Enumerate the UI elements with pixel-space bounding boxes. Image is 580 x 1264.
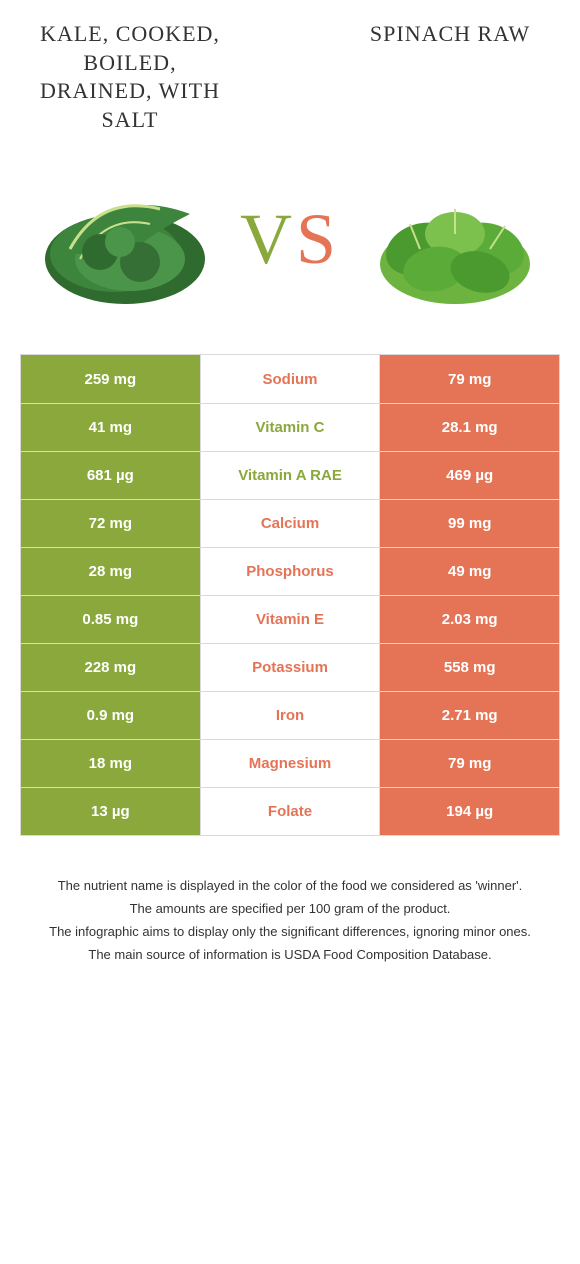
right-value: 99 mg bbox=[380, 500, 559, 547]
footer-line: The main source of information is USDA F… bbox=[30, 945, 550, 966]
right-value: 79 mg bbox=[380, 355, 559, 403]
table-row: 41 mgVitamin C28.1 mg bbox=[21, 403, 559, 451]
table-row: 18 mgMagnesium79 mg bbox=[21, 739, 559, 787]
infographic-page: Kale, cooked, boiled, drained, with salt… bbox=[0, 0, 580, 1008]
table-row: 681 µgVitamin A RAE469 µg bbox=[21, 451, 559, 499]
nutrient-label: Magnesium bbox=[201, 740, 381, 787]
left-value: 259 mg bbox=[21, 355, 201, 403]
footer-notes: The nutrient name is displayed in the co… bbox=[20, 876, 560, 965]
right-food-title-wrap: Spinach raw bbox=[350, 20, 550, 49]
nutrient-label: Sodium bbox=[201, 355, 381, 403]
left-value: 18 mg bbox=[21, 740, 201, 787]
right-food-title: Spinach raw bbox=[350, 20, 550, 49]
left-value: 0.85 mg bbox=[21, 596, 201, 643]
image-row: VS bbox=[20, 164, 560, 314]
right-value: 469 µg bbox=[380, 452, 559, 499]
left-value: 228 mg bbox=[21, 644, 201, 691]
left-value: 0.9 mg bbox=[21, 692, 201, 739]
table-row: 0.85 mgVitamin E2.03 mg bbox=[21, 595, 559, 643]
right-value: 2.71 mg bbox=[380, 692, 559, 739]
vs-letter-s: S bbox=[296, 199, 340, 279]
right-value: 558 mg bbox=[380, 644, 559, 691]
nutrient-label: Phosphorus bbox=[201, 548, 381, 595]
right-value: 2.03 mg bbox=[380, 596, 559, 643]
nutrient-table: 259 mgSodium79 mg41 mgVitamin C28.1 mg68… bbox=[20, 354, 560, 836]
nutrient-label: Vitamin A RAE bbox=[201, 452, 381, 499]
table-row: 72 mgCalcium99 mg bbox=[21, 499, 559, 547]
table-row: 228 mgPotassium558 mg bbox=[21, 643, 559, 691]
nutrient-label: Vitamin E bbox=[201, 596, 381, 643]
left-food-title: Kale, cooked, boiled, drained, with salt bbox=[30, 20, 230, 134]
nutrient-label: Potassium bbox=[201, 644, 381, 691]
kale-image bbox=[30, 164, 220, 314]
right-value: 79 mg bbox=[380, 740, 559, 787]
table-row: 0.9 mgIron2.71 mg bbox=[21, 691, 559, 739]
vs-label: VS bbox=[240, 198, 340, 281]
table-row: 13 µgFolate194 µg bbox=[21, 787, 559, 835]
spinach-image bbox=[360, 164, 550, 314]
nutrient-label: Iron bbox=[201, 692, 381, 739]
left-food-title-wrap: Kale, cooked, boiled, drained, with salt bbox=[30, 20, 230, 134]
table-row: 28 mgPhosphorus49 mg bbox=[21, 547, 559, 595]
footer-line: The amounts are specified per 100 gram o… bbox=[30, 899, 550, 920]
left-value: 28 mg bbox=[21, 548, 201, 595]
nutrient-label: Vitamin C bbox=[201, 404, 381, 451]
left-value: 681 µg bbox=[21, 452, 201, 499]
left-value: 13 µg bbox=[21, 788, 201, 835]
nutrient-label: Folate bbox=[201, 788, 381, 835]
table-row: 259 mgSodium79 mg bbox=[21, 355, 559, 403]
footer-line: The nutrient name is displayed in the co… bbox=[30, 876, 550, 897]
title-row: Kale, cooked, boiled, drained, with salt… bbox=[20, 20, 560, 134]
vs-letter-v: V bbox=[240, 199, 296, 279]
left-value: 72 mg bbox=[21, 500, 201, 547]
left-value: 41 mg bbox=[21, 404, 201, 451]
footer-line: The infographic aims to display only the… bbox=[30, 922, 550, 943]
right-value: 49 mg bbox=[380, 548, 559, 595]
nutrient-label: Calcium bbox=[201, 500, 381, 547]
right-value: 28.1 mg bbox=[380, 404, 559, 451]
right-value: 194 µg bbox=[380, 788, 559, 835]
